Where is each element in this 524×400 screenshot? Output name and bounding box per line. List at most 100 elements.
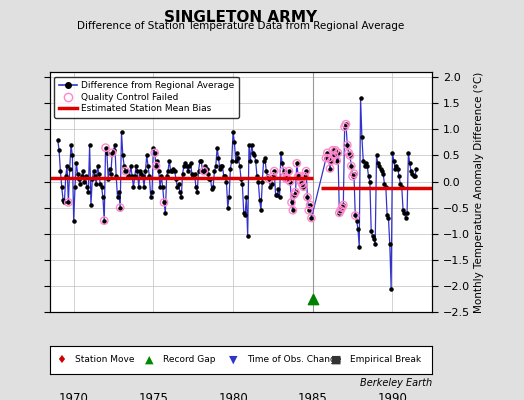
Point [292, 160, 301, 166]
Point [53, 137, 62, 143]
Point [259, 158, 268, 164]
Point [239, 210, 248, 216]
Point [408, 170, 417, 177]
Point [59, 197, 67, 203]
Point [401, 215, 410, 221]
Point [398, 184, 406, 190]
Point [158, 184, 167, 190]
Point [220, 173, 228, 180]
Point [150, 150, 159, 156]
Point [78, 173, 86, 180]
Text: SINGLETON ARMY: SINGLETON ARMY [165, 10, 318, 25]
Point [338, 204, 346, 211]
Point [323, 150, 332, 156]
Point [133, 168, 141, 174]
Point [70, 218, 78, 224]
Point [56, 168, 64, 174]
Point [174, 181, 183, 187]
Point [84, 189, 93, 195]
Point [250, 152, 258, 159]
Point [224, 204, 232, 211]
Point [353, 218, 361, 224]
Point [195, 158, 204, 164]
Point [88, 176, 96, 182]
Point [193, 189, 201, 195]
Point [395, 173, 403, 180]
Point [296, 173, 304, 180]
Point [63, 163, 71, 169]
Point [242, 194, 250, 200]
Point [399, 207, 407, 214]
Point [299, 184, 308, 190]
Point [361, 163, 369, 169]
Point [150, 150, 159, 156]
Point [188, 170, 196, 177]
Point [124, 173, 133, 180]
Point [410, 173, 418, 180]
Point [364, 173, 373, 180]
Point [201, 163, 210, 169]
Point [379, 170, 387, 177]
Point [279, 168, 288, 174]
Point [343, 142, 352, 148]
Point [294, 173, 302, 180]
Legend: Difference from Regional Average, Quality Control Failed, Estimated Station Mean: Difference from Regional Average, Qualit… [54, 76, 239, 118]
Point [375, 163, 384, 169]
Point [116, 204, 124, 211]
Point [200, 168, 208, 174]
Point [222, 178, 231, 185]
Point [104, 176, 113, 182]
Point [247, 142, 256, 148]
Point [324, 155, 333, 161]
Point [170, 168, 179, 174]
Text: Time of Obs. Change: Time of Obs. Change [247, 356, 341, 364]
Point [354, 225, 362, 232]
Point [176, 189, 184, 195]
Point [212, 163, 220, 169]
Point [265, 176, 273, 182]
Point [285, 168, 293, 174]
Point [327, 158, 335, 164]
Point [331, 147, 340, 154]
Point [127, 163, 135, 169]
Point [144, 163, 152, 169]
Point [258, 178, 267, 185]
Point [161, 210, 170, 216]
Point [301, 173, 309, 180]
Text: ♦: ♦ [56, 355, 66, 365]
Text: 1975: 1975 [138, 392, 168, 400]
Point [215, 165, 224, 172]
Point [339, 202, 347, 208]
Point [297, 178, 305, 185]
Point [180, 163, 188, 169]
Point [197, 158, 205, 164]
Point [322, 155, 330, 161]
Point [92, 181, 101, 187]
Point [241, 212, 249, 219]
Point [294, 173, 302, 180]
Point [148, 189, 156, 195]
Point [346, 152, 354, 159]
Point [116, 204, 124, 211]
Point [230, 139, 238, 146]
Point [103, 150, 111, 156]
Point [237, 176, 245, 182]
Point [233, 150, 241, 156]
Point [331, 147, 340, 154]
Point [271, 192, 280, 198]
Point [72, 160, 81, 166]
Point [249, 150, 257, 156]
Point [276, 194, 284, 200]
Point [347, 163, 355, 169]
Point [200, 168, 208, 174]
Point [301, 173, 309, 180]
Point [105, 165, 114, 172]
Point [73, 170, 82, 177]
Point [60, 199, 69, 206]
Point [257, 207, 265, 214]
Point [389, 158, 398, 164]
Point [232, 158, 240, 164]
Text: 1990: 1990 [377, 392, 407, 400]
Point [108, 150, 116, 156]
Point [81, 173, 90, 180]
